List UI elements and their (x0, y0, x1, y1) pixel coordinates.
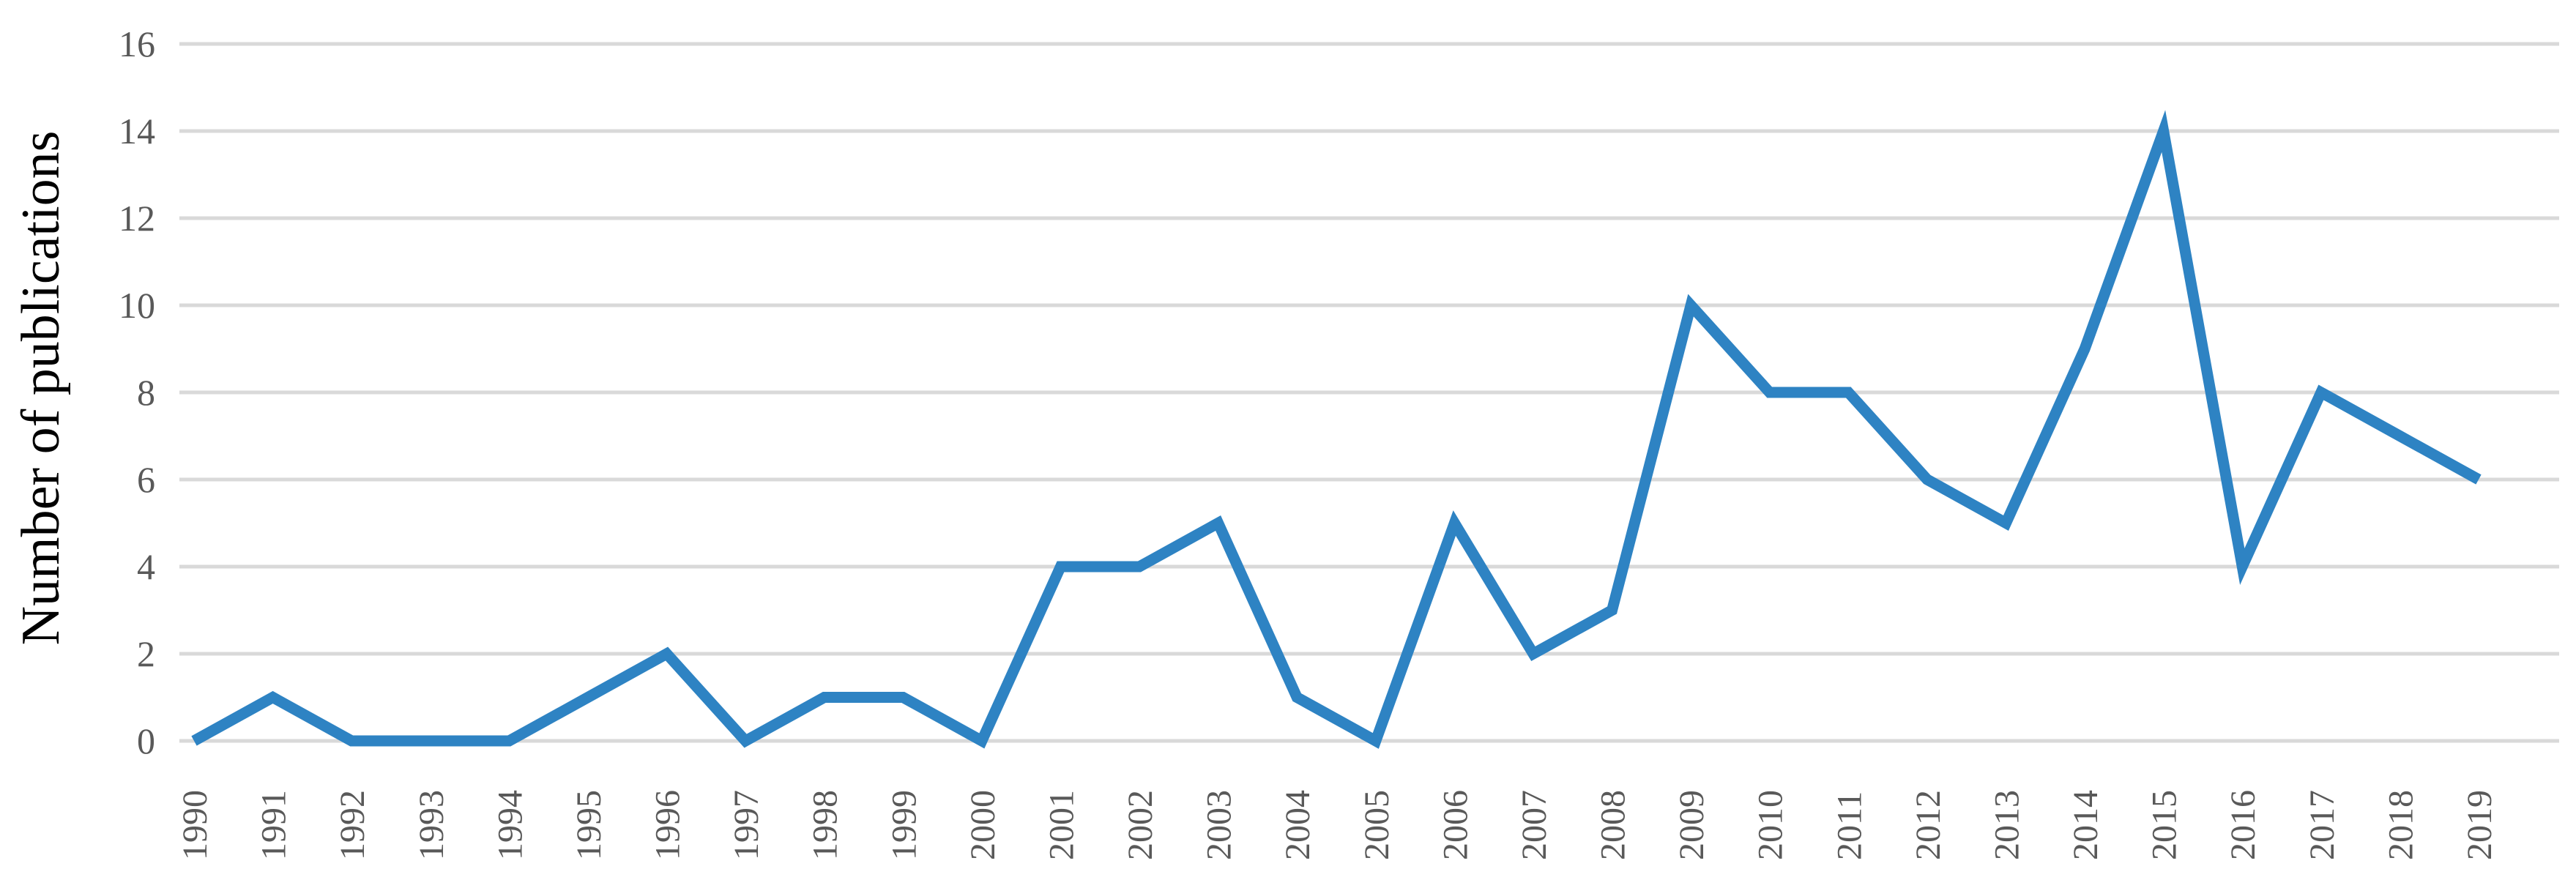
data-point-2001 (1055, 562, 1065, 572)
x-tick-label: 2007 (1515, 790, 1554, 860)
y-tick-label: 10 (119, 285, 155, 326)
x-tick-label: 1991 (255, 790, 294, 860)
data-point-2018 (2394, 431, 2405, 441)
data-point-2009 (1686, 300, 1696, 310)
data-point-1993 (425, 736, 436, 746)
y-tick-label: 8 (137, 372, 155, 413)
data-point-2012 (1922, 474, 1932, 485)
x-tick-label: 1999 (885, 790, 923, 860)
y-axis-tick-labels: 0 2 4 6 8 10 12 14 16 (119, 23, 155, 761)
series-line-0 (191, 110, 2482, 749)
data-point-1996 (662, 649, 672, 659)
y-tick-label: 4 (137, 546, 155, 587)
data-point-2010 (1765, 387, 1775, 398)
data-point-2003 (1213, 518, 1224, 529)
data-point-1992 (346, 736, 357, 746)
x-tick-label: 2016 (2224, 790, 2263, 860)
x-tick-label: 1998 (806, 790, 845, 860)
x-tick-label: 1992 (333, 790, 372, 860)
x-tick-label: 2014 (2066, 790, 2105, 860)
data-point-2008 (1607, 605, 1618, 616)
data-point-2004 (1292, 693, 1302, 703)
data-point-2011 (1843, 387, 1853, 398)
data-point-2019 (2473, 474, 2484, 485)
x-axis-tick-labels: 1990 1991 1992 1993 1994 1995 1996 1997 1998 1999… (176, 790, 2499, 860)
data-point-1999 (898, 693, 908, 703)
x-tick-label: 2003 (1200, 790, 1239, 860)
x-tick-label: 2002 (1121, 790, 1160, 860)
x-tick-label: 2006 (1436, 790, 1475, 860)
data-point-2013 (2000, 518, 2011, 529)
data-point-2015 (2159, 126, 2169, 136)
x-tick-label: 2017 (2303, 790, 2342, 860)
data-point-2017 (2316, 387, 2326, 398)
x-tick-label: 1993 (412, 790, 451, 860)
x-tick-label: 2005 (1358, 790, 1396, 860)
x-tick-label: 2008 (1594, 790, 1633, 860)
series-group (189, 110, 2484, 749)
data-point-1991 (268, 693, 278, 703)
data-point-2014 (2080, 344, 2090, 354)
x-tick-label: 2015 (2145, 790, 2184, 860)
x-tick-label: 2013 (1987, 790, 2026, 860)
y-tick-label: 6 (137, 459, 155, 500)
y-tick-label: 0 (137, 720, 155, 761)
data-point-2005 (1371, 736, 1381, 746)
x-tick-label: 2001 (1042, 790, 1081, 860)
gridlines (179, 42, 2559, 743)
x-tick-label: 2011 (1830, 791, 1869, 860)
x-tick-label: 2010 (1752, 790, 1790, 860)
y-tick-label: 12 (119, 198, 155, 239)
x-tick-label: 1990 (176, 790, 215, 860)
x-tick-label: 2012 (1909, 790, 1948, 860)
data-point-2002 (1134, 562, 1144, 572)
x-tick-label: 2019 (2460, 790, 2499, 860)
data-point-1994 (504, 736, 514, 746)
x-tick-label: 2009 (1672, 790, 1711, 860)
x-tick-label: 1997 (727, 790, 766, 860)
data-point-1998 (819, 693, 830, 703)
data-point-2016 (2237, 562, 2247, 572)
data-point-2007 (1528, 649, 1538, 659)
data-point-2000 (977, 736, 987, 746)
y-tick-label: 16 (119, 23, 155, 64)
y-axis-label: Number of publications (11, 131, 71, 646)
y-tick-label: 2 (137, 633, 155, 674)
x-tick-label: 1995 (570, 790, 608, 860)
data-point-1995 (583, 693, 593, 703)
x-tick-label: 2000 (964, 790, 1002, 860)
data-point-1990 (189, 736, 199, 746)
x-tick-label: 1996 (649, 790, 688, 860)
data-point-1997 (740, 736, 751, 746)
y-tick-label: 14 (119, 111, 155, 152)
data-point-2006 (1449, 518, 1459, 529)
x-tick-label: 1994 (491, 790, 529, 860)
x-tick-label: 2018 (2381, 790, 2420, 860)
x-tick-label: 2004 (1278, 790, 1317, 860)
